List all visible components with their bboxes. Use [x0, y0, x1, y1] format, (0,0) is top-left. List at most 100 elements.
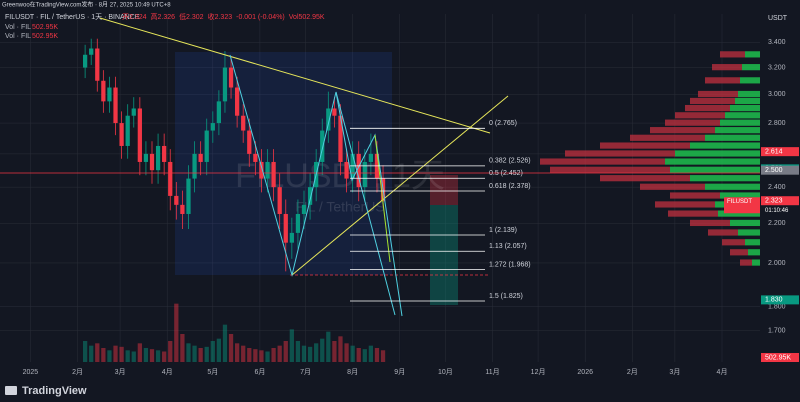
currency: USDT: [768, 15, 788, 22]
volume-bar: [374, 348, 380, 362]
y-tick-label: 2.200: [768, 220, 786, 227]
volume-bar: [186, 343, 191, 362]
x-tick-label: 7月: [300, 368, 311, 376]
fib-label: 0.382 (2.526): [489, 158, 531, 165]
volume-bar: [295, 341, 301, 362]
volume-bar: [259, 350, 264, 362]
profile-down: [665, 119, 720, 126]
volume-bar: [216, 338, 222, 362]
candle-body: [228, 67, 234, 88]
profile-down: [540, 158, 665, 165]
volume-bar: [234, 343, 240, 362]
volume-bar: [289, 329, 294, 362]
candle-body: [192, 153, 197, 179]
ohlc-value: 收2.323: [208, 12, 233, 21]
price-tag-label: 2.614: [765, 148, 783, 155]
profile-down: [698, 90, 738, 98]
volume-bar: [253, 349, 258, 362]
x-tick-label: 9月: [394, 368, 405, 376]
profile-down: [565, 150, 675, 157]
ohlc-value: 开2.324: [122, 13, 147, 21]
x-tick-label: 10月: [438, 368, 453, 376]
ohlc-value: Vol502.95K: [289, 14, 325, 21]
last-tag: [724, 197, 760, 214]
volume-bar: [320, 338, 325, 362]
volume-bar: [95, 343, 100, 362]
candle-body: [332, 108, 337, 116]
profile-up: [738, 90, 760, 98]
profile-up: [735, 97, 760, 105]
volume-bar: [356, 348, 361, 362]
x-tick-label: 3月: [669, 368, 680, 376]
profile-down: [675, 112, 725, 119]
profile-up: [742, 64, 760, 71]
candle-body: [344, 161, 349, 179]
price-tag: [761, 165, 799, 175]
profile-up: [718, 210, 760, 217]
profile-down: [712, 64, 742, 71]
profile-up: [745, 51, 760, 58]
profile-up: [675, 150, 760, 157]
candle-body: [155, 145, 161, 171]
footer: [0, 380, 800, 402]
candle-body: [295, 213, 301, 233]
legend-value: 502.95K: [32, 33, 58, 40]
volume-bar: [149, 349, 155, 362]
candle-body: [210, 123, 215, 131]
volume-bar: [101, 348, 106, 362]
symbol: FILUSDT · FIL / TetherUS · 1天 · BINANCE: [5, 13, 140, 21]
volume-bar: [198, 348, 203, 362]
volume-bar: [222, 324, 228, 362]
legend-name: Vol · FIL: [5, 24, 31, 31]
profile-down: [550, 166, 670, 173]
candle-body: [137, 108, 142, 162]
watermark: FILUSDT, 1天: [235, 157, 445, 195]
volume-bar: [192, 345, 197, 362]
volume-bar: [301, 345, 307, 362]
profile-down: [720, 51, 745, 58]
fib-label: 0.5 (2.452): [489, 170, 523, 177]
countdown: 01:10:46: [765, 208, 789, 214]
volume-bar: [362, 349, 367, 362]
y-tick-label: 2.000: [768, 260, 786, 267]
profile-down: [685, 104, 730, 112]
volume-bar: [271, 348, 276, 362]
price-tag-label: 1.830: [765, 297, 783, 304]
volume-bar: [332, 341, 337, 362]
price-axis: [760, 0, 800, 366]
candle-body: [174, 195, 179, 205]
y-tick-label: 3.400: [768, 39, 786, 46]
profile-up: [690, 142, 760, 149]
price-tag: [761, 196, 799, 206]
price-tag: [761, 147, 799, 157]
candle-body: [277, 187, 282, 214]
profile-down: [708, 229, 738, 236]
volume-bar: [380, 350, 386, 362]
grid: [0, 14, 760, 362]
candle-body: [180, 204, 185, 214]
candle-body: [259, 161, 264, 179]
price-tag-label: 2.323: [765, 198, 783, 205]
volume-tag: [761, 353, 799, 362]
candle-body: [125, 115, 130, 146]
profile-up: [690, 175, 760, 182]
fib-label: 0 (2.765): [489, 120, 517, 127]
candle-body: [149, 153, 155, 171]
volume-bar: [326, 331, 331, 362]
volume-bar: [247, 348, 252, 362]
volume-bar: [168, 341, 173, 362]
candle-body: [119, 123, 124, 146]
volume-bar: [283, 341, 288, 362]
candles: [82, 38, 386, 272]
candle-body: [107, 87, 112, 102]
volume-bar: [307, 346, 313, 362]
range-box: [175, 52, 392, 275]
volume-bar: [174, 303, 179, 362]
candle-body: [253, 153, 258, 162]
profile-down: [630, 134, 705, 141]
y-tick-label: 1.800: [768, 304, 786, 311]
profile-down: [668, 210, 718, 217]
profile-up: [725, 112, 760, 119]
candle-body: [168, 161, 173, 196]
